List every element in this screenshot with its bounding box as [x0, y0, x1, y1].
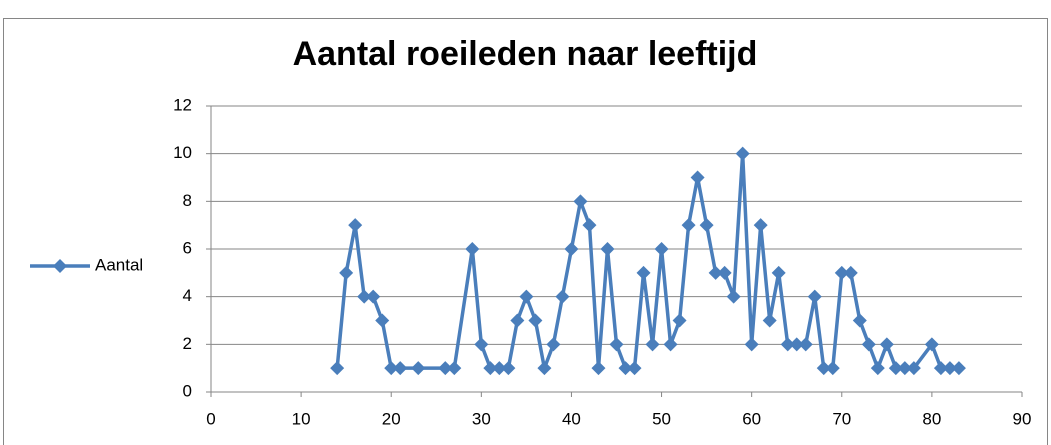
data-point — [654, 242, 669, 256]
data-point — [366, 289, 381, 304]
data-point — [663, 337, 678, 352]
data-point — [708, 265, 723, 280]
data-point — [906, 361, 921, 376]
data-point — [582, 218, 597, 233]
data-point — [879, 337, 894, 352]
data-point — [888, 361, 903, 376]
data-point — [897, 361, 912, 376]
x-tick-label: 70 — [832, 409, 851, 428]
data-point — [924, 337, 939, 352]
data-point — [357, 289, 372, 304]
data-point — [789, 337, 804, 352]
data-point — [699, 218, 714, 233]
x-tick-label: 20 — [382, 409, 401, 428]
data-point — [393, 361, 408, 376]
legend-label: Aantal — [95, 255, 143, 274]
chart-border — [3, 18, 1048, 445]
y-tick-label: 12 — [173, 95, 192, 114]
data-point — [483, 361, 498, 376]
data-point — [933, 361, 948, 376]
data-point — [537, 361, 552, 376]
data-point — [951, 361, 966, 376]
x-tick-label: 50 — [652, 409, 671, 428]
data-point — [843, 265, 858, 280]
x-tick-label: 80 — [922, 409, 941, 428]
data-point — [375, 313, 390, 328]
y-tick-label: 10 — [173, 143, 192, 162]
data-point — [348, 218, 363, 233]
data-point — [474, 337, 489, 352]
y-tick-label: 6 — [183, 238, 192, 257]
data-point — [492, 361, 507, 376]
data-point — [591, 361, 606, 376]
data-point — [573, 194, 588, 209]
data-point — [681, 218, 696, 233]
x-tick-label: 90 — [1013, 409, 1032, 428]
x-tick-label: 40 — [562, 409, 581, 428]
data-point — [645, 337, 660, 352]
data-point — [447, 361, 462, 376]
data-point — [726, 289, 741, 304]
data-point — [636, 265, 651, 280]
data-point — [411, 361, 426, 376]
data-point — [339, 265, 354, 280]
data-point — [330, 361, 345, 376]
y-tick-label: 0 — [183, 381, 192, 400]
data-point — [438, 361, 453, 376]
data-point — [690, 170, 705, 185]
data-point — [870, 361, 885, 376]
data-point — [546, 337, 561, 352]
data-point — [510, 313, 525, 328]
data-point — [735, 146, 750, 161]
data-point — [762, 313, 777, 328]
data-point — [807, 289, 822, 304]
data-point — [852, 313, 867, 328]
data-point — [627, 361, 642, 376]
data-point — [519, 289, 534, 304]
data-point — [528, 313, 543, 328]
data-point — [564, 242, 579, 256]
data-point — [600, 242, 615, 256]
data-point — [501, 361, 516, 376]
legend-marker — [53, 259, 67, 273]
data-point — [465, 242, 480, 256]
data-point — [780, 337, 795, 352]
x-tick-label: 0 — [206, 409, 215, 428]
x-tick-label: 30 — [472, 409, 491, 428]
data-point — [618, 361, 633, 376]
x-tick-label: 10 — [292, 409, 311, 428]
data-point — [753, 218, 768, 233]
y-tick-label: 2 — [183, 334, 192, 353]
data-point — [861, 337, 876, 352]
x-tick-label: 60 — [742, 409, 761, 428]
y-tick-label: 4 — [183, 286, 192, 305]
data-point — [744, 337, 759, 352]
data-point — [717, 265, 732, 280]
data-point — [834, 265, 849, 280]
y-tick-label: 8 — [183, 191, 192, 210]
data-point — [609, 337, 624, 352]
data-point — [771, 265, 786, 280]
data-point — [798, 337, 813, 352]
chart-title: Aantal roeileden naar leeftijd — [293, 35, 758, 73]
data-point — [825, 361, 840, 376]
data-point — [384, 361, 399, 376]
data-point — [555, 289, 570, 304]
data-point — [942, 361, 957, 376]
data-point — [672, 313, 687, 328]
data-point — [816, 361, 831, 376]
